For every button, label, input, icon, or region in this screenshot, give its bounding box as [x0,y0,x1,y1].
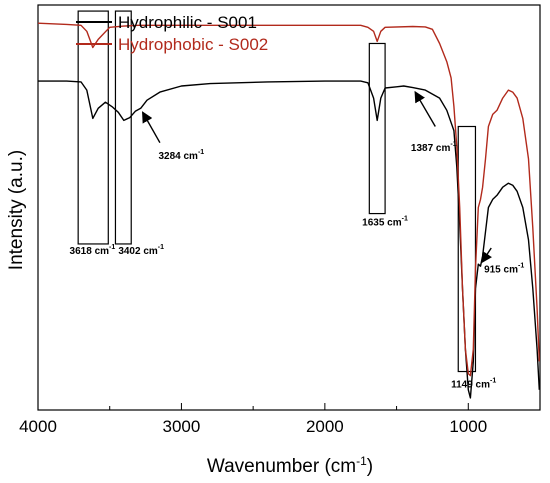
legend-label: Hydrophilic - S001 [118,13,257,32]
series-layer [37,22,540,399]
x-tick-label: 2000 [306,417,344,436]
annotation-label: 3284 cm-1 [158,149,204,162]
annotation-box [77,10,109,245]
legend: Hydrophilic - S001 Hydrophobic - S002 [76,13,268,54]
annotation-arrow [414,90,436,127]
annotation-box [368,42,386,215]
legend-label: Hydrophobic - S002 [118,35,268,54]
annotation-label: 3402 cm-1 [118,244,164,257]
annotation-arrow [142,111,161,144]
annotation-boxes [77,10,477,373]
x-ticks [37,403,541,410]
x-tick-label: 3000 [163,417,201,436]
annotation-arrow [481,247,492,264]
annotation-arrows [142,90,492,264]
annotation-label: 1149 cm-1 [451,378,496,391]
annotation-label: 1635 cm-1 [362,216,408,229]
x-tick-label: 1000 [449,417,487,436]
annotation-label: 3618 cm-1 [70,244,116,257]
y-axis-title: Intensity (a.u.) [6,150,27,270]
annotation-labels: 3618 cm-1 3402 cm-1 3284 cm-1 1635 cm-1 1387… [70,141,525,391]
plot-frame [37,4,541,411]
annotation-label: 1387 cm-1 [411,141,457,154]
x-tick-label: 4000 [19,417,57,436]
annotation-box [114,10,132,245]
series-line-1 [38,80,540,399]
annotation-label: 915 cm-1 [484,262,524,275]
x-axis-title: Wavenumber (cm-1) [207,454,373,477]
x-tick-labels: 4000 3000 2000 1000 [19,417,487,436]
series-line-2 [37,22,540,377]
